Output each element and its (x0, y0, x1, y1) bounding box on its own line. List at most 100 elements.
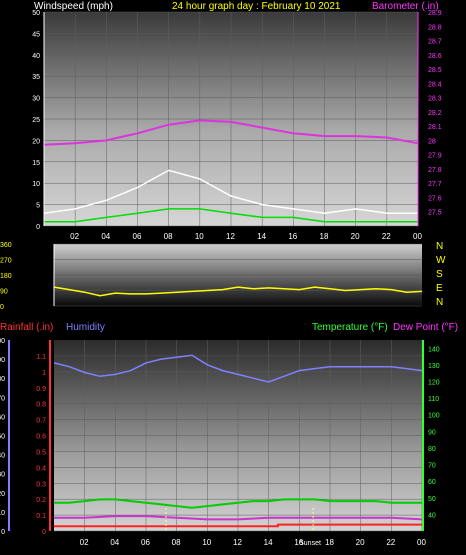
wind-direction-line (53, 286, 423, 297)
wind-y-tick-label: 20 (32, 138, 40, 145)
wind-x-tick-label: 16 (288, 232, 297, 241)
barometer-y-tick-label: 28.8 (428, 24, 442, 31)
humidity-y-tick-label: 10 (0, 510, 5, 517)
rainfall-y-tick-label: 0.8 (36, 402, 46, 409)
direction-y-tick-label: 270 (0, 258, 12, 265)
wind-y-tick-label: 40 (32, 53, 40, 60)
temperature-x-tick-label: 04 (110, 538, 119, 547)
humidity-y-tick-label: 80 (0, 376, 5, 383)
temperature-axis-label: Temperature (°F) (312, 322, 388, 333)
wind-gust-line (43, 169, 418, 214)
barometer-y-tick-label: 28 (428, 138, 436, 145)
wind-x-tick-label: 08 (164, 232, 173, 241)
rainfall-y-tick-label: 0.5 (36, 449, 46, 456)
temperature-y-tick-label: 100 (428, 413, 440, 420)
humidity-y-tick-label: 60 (0, 414, 5, 421)
humidity-y-tick-label: 30 (0, 472, 5, 479)
humidity-axis-label: Humidity (66, 322, 105, 333)
temperature-x-tick-label: 14 (264, 538, 273, 547)
temperature-x-tick-label: 08 (172, 538, 181, 547)
rainfall-y-tick-label: 0.9 (36, 386, 46, 393)
barometer-y-tick-label: 28.7 (428, 39, 442, 46)
wind-x-tick-label: 18 (320, 232, 329, 241)
temperature-x-tick-label: 12 (233, 538, 242, 547)
temperature-x-tick-label: 10 (202, 538, 211, 547)
temperature-y-tick-label: 70 (428, 463, 436, 470)
rainfall-y-tick-label: 1.1 (36, 354, 46, 361)
barometer-y-tick-label: 27.8 (428, 167, 442, 174)
wind-average-line (44, 208, 418, 223)
barometer-y-tick-label: 27.6 (428, 195, 442, 202)
temperature-y-tick-label: 90 (428, 429, 436, 436)
rainfall-y-tick-label: 0.4 (36, 465, 46, 472)
temperature-y-tick-label: 40 (428, 512, 436, 519)
sunset-label: Sunset (299, 540, 321, 547)
direction-y-tick-label: 90 (0, 289, 8, 296)
barometer-y-tick-label: 28.5 (428, 67, 442, 74)
temperature-y-tick-label: 140 (428, 346, 440, 353)
wind-x-tick-label: 04 (101, 232, 110, 241)
wind-y-tick-label: 0 (36, 224, 40, 231)
humidity-y-tick-label: 20 (0, 491, 5, 498)
temperature-x-tick-label: 20 (356, 538, 365, 547)
temperature-x-tick-label: 18 (325, 538, 334, 547)
rainfall-y-tick-label: 0.6 (36, 434, 46, 441)
direction-y-tick-label: 180 (0, 273, 12, 280)
wind-x-tick-label: 02 (70, 232, 79, 241)
temperature-x-tick-label: 06 (141, 538, 150, 547)
rainfall-y-tick-label: 0 (42, 529, 46, 536)
humidity-y-tick-label: 90 (0, 357, 5, 364)
barometer-y-tick-label: 27.5 (428, 210, 442, 217)
humidity-y-tick-label: 40 (0, 453, 5, 460)
rainfall-y-tick-label: 1 (42, 370, 46, 377)
humidity-y-tick-label: 70 (0, 395, 5, 402)
wind-x-tick-label: 14 (257, 232, 266, 241)
rainfall-line (54, 523, 422, 528)
humidity-y-tick-label: 100 (0, 338, 5, 345)
wind-y-tick-label: 10 (32, 181, 40, 188)
wind-y-tick-label: 30 (32, 96, 40, 103)
temperature-y-tick-label: 110 (428, 396, 439, 403)
barometer-y-tick-label: 28.1 (428, 124, 442, 131)
wind-x-tick-label: 22 (382, 232, 391, 241)
humidity-y-tick-label: 50 (0, 434, 5, 441)
compass-label: N (436, 297, 443, 308)
barometer-axis-label: Barometer (.in) (372, 1, 439, 12)
wind-y-tick-label: 25 (32, 117, 40, 124)
wind-x-tick-label: 10 (195, 232, 204, 241)
temperature-x-tick-label: 02 (80, 538, 89, 547)
humidity-line (53, 354, 423, 383)
rainfall-y-tick-label: 0.2 (36, 497, 46, 504)
barometer-y-tick-label: 28.2 (428, 110, 442, 117)
wind-x-tick-label: 06 (133, 232, 142, 241)
compass-label: N (436, 241, 443, 252)
dewpoint-axis-label: Dew Point (°F) (393, 322, 458, 333)
temperature-y-tick-label: 130 (428, 363, 440, 370)
direction-y-tick-label: 360 (0, 242, 12, 249)
wind-y-tick-label: 45 (32, 31, 40, 38)
wind-y-tick-label: 15 (32, 160, 40, 167)
compass-label: E (436, 283, 443, 294)
barometer-y-tick-label: 28.3 (428, 96, 442, 103)
temperature-y-tick-label: 80 (428, 446, 436, 453)
compass-label: W (436, 255, 446, 266)
chart-title: 24 hour graph day : February 10 2021 (172, 1, 341, 12)
barometer-y-tick-label: 27.9 (428, 153, 442, 160)
rainfall-y-tick-label: 0.7 (36, 418, 46, 425)
temperature-y-tick-label: 50 (428, 496, 436, 503)
wind-y-tick-label: 50 (32, 10, 40, 17)
wind-x-tick-label: 12 (226, 232, 235, 241)
compass-label: S (436, 269, 443, 280)
temperature-x-tick-label: 00 (417, 538, 426, 547)
barometer-y-tick-label: 28.6 (428, 53, 442, 60)
temperature-line (54, 498, 422, 509)
temperature-y-tick-label: 60 (428, 479, 436, 486)
barometer-line (43, 119, 419, 146)
humidity-y-tick-label: 0 (1, 529, 5, 536)
wind-y-tick-label: 35 (32, 74, 40, 81)
dewpoint-line (54, 515, 423, 521)
barometer-y-tick-label: 28.4 (428, 81, 442, 88)
temperature-y-tick-label: 120 (428, 380, 440, 387)
barometer-y-tick-label: 28.9 (428, 10, 442, 17)
